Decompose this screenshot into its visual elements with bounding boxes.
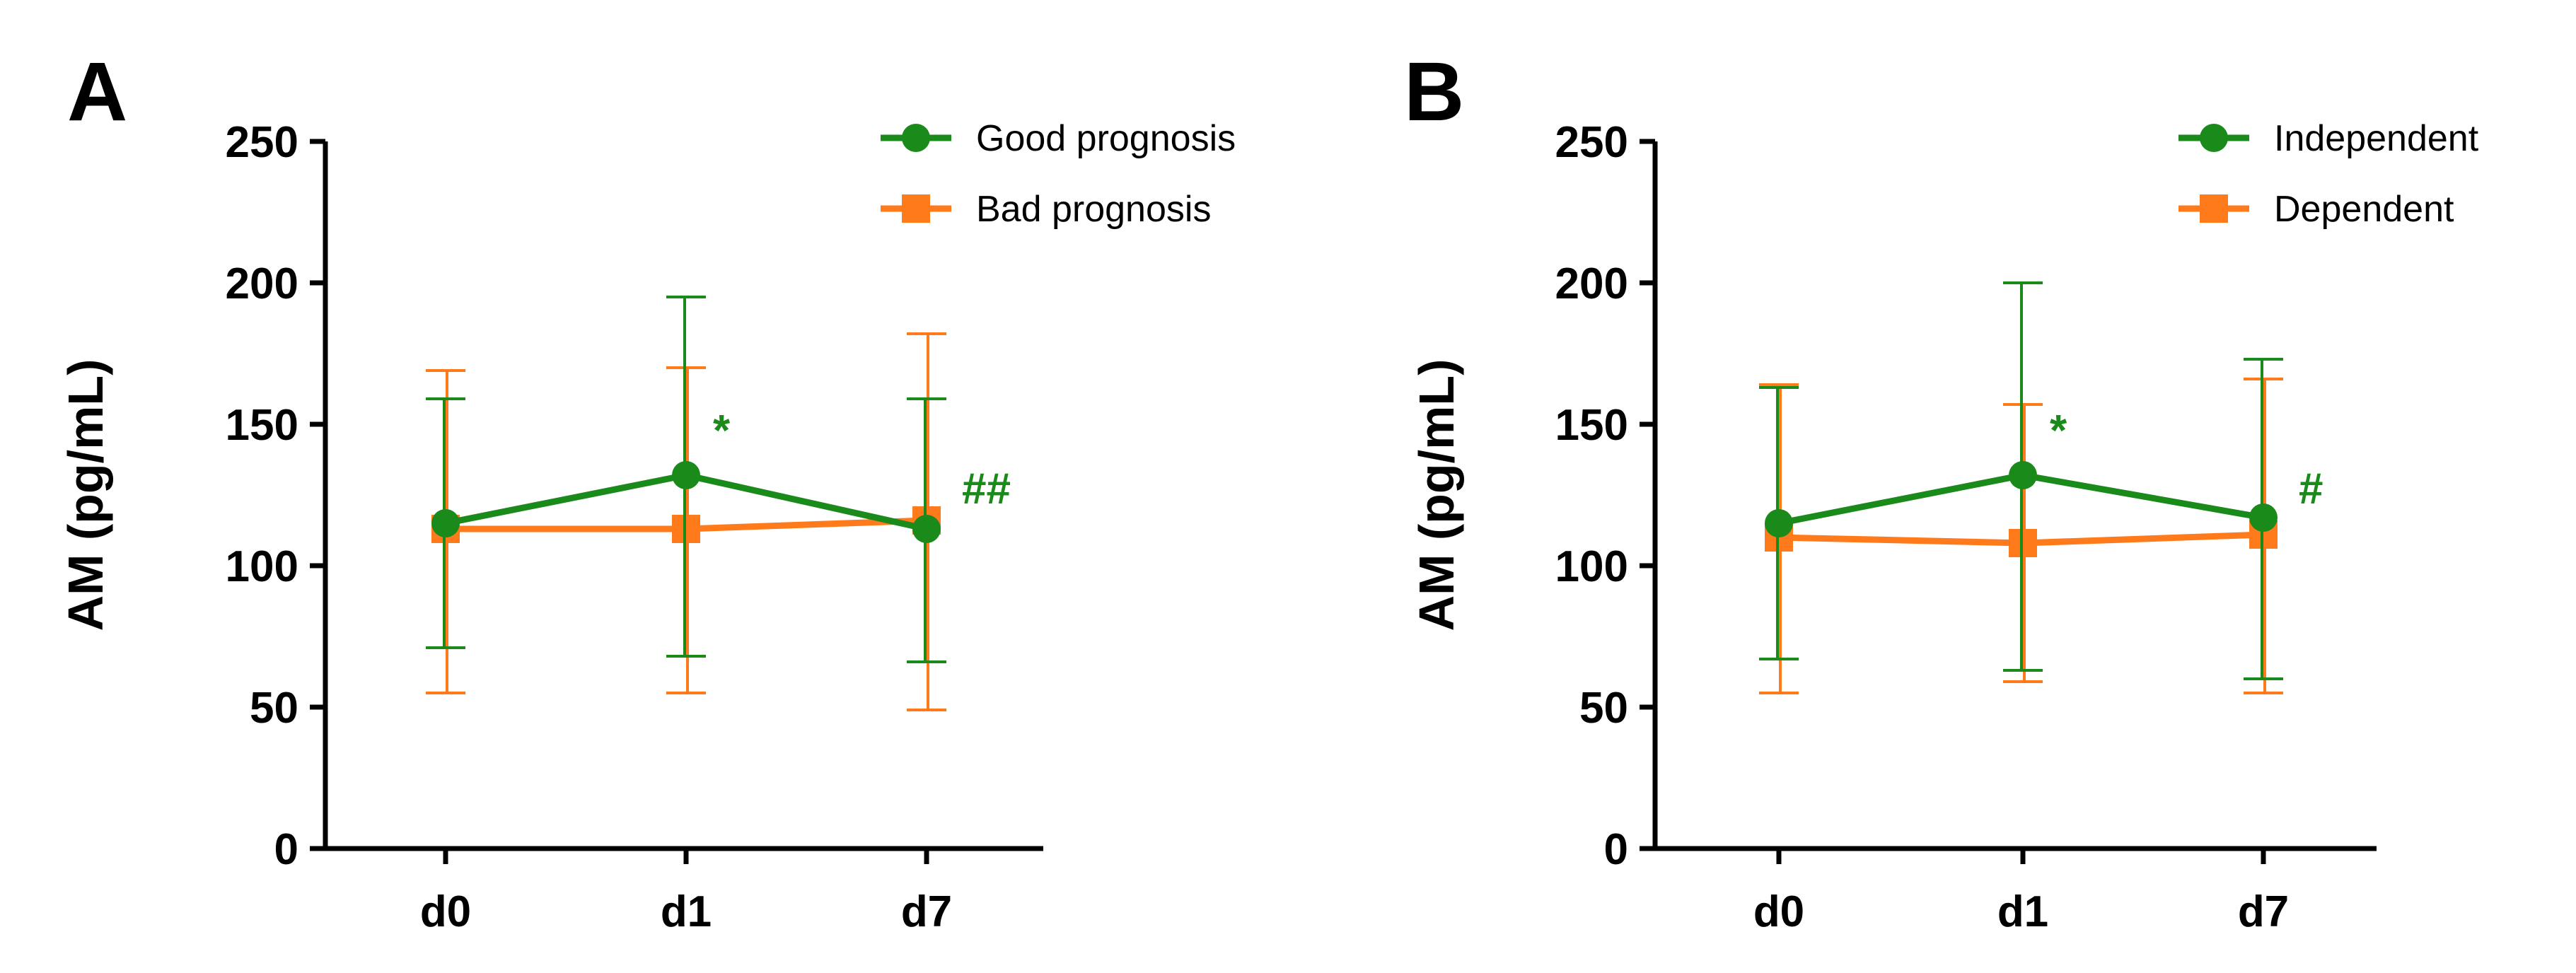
p1-s0-point-1 xyxy=(2009,461,2037,489)
p1-annotation-1: # xyxy=(2299,465,2323,513)
panel-a-y-axis-title: AM (pg/mL) xyxy=(58,359,113,631)
p0-legend-marker-1 xyxy=(902,194,930,223)
p1-x-tick-label-1: d1 xyxy=(1997,887,2048,936)
p0-y-tick-label-4: 200 xyxy=(226,260,298,308)
p0-s0-point-2 xyxy=(912,515,941,543)
p1-legend-label-1: Dependent xyxy=(2274,189,2454,230)
p0-y-tick-label-5: 250 xyxy=(226,118,298,167)
p0-x-tick-label-2: d7 xyxy=(901,887,952,936)
p0-y-tick-label-0: 0 xyxy=(274,825,298,874)
p0-legend-label-0: Good prognosis xyxy=(976,118,1236,159)
p1-y-tick-label-3: 150 xyxy=(1555,401,1628,450)
p1-legend-marker-0 xyxy=(2200,124,2228,152)
panel-a: A AM (pg/mL) 0 50 100 150 200 250 d0 d1 d7 * ## Goo… xyxy=(58,45,1236,936)
panel-b-y-axis-title: AM (pg/mL) xyxy=(1409,359,1464,631)
p0-annotation-0: * xyxy=(713,407,731,455)
p0-legend-label-1: Bad prognosis xyxy=(976,189,1211,230)
p1-y-tick-label-5: 250 xyxy=(1555,118,1628,167)
panel-b: B AM (pg/mL) 0 50 100 150 200 250 d0 d1 d7 * # Inde… xyxy=(1404,45,2479,936)
p0-annotation-1: ## xyxy=(962,465,1011,513)
p0-y-tick-label-2: 100 xyxy=(226,542,298,591)
p0-series-0 xyxy=(426,296,946,663)
panel-a-letter: A xyxy=(67,45,127,139)
p0-s0-point-0 xyxy=(431,509,460,537)
p1-legend-marker-1 xyxy=(2200,194,2228,223)
p1-x-tick-label-2: d7 xyxy=(2238,887,2289,936)
p0-x-tick-label-0: d0 xyxy=(420,887,471,936)
p1-x-tick-label-0: d0 xyxy=(1753,887,1804,936)
p1-y-tick-label-2: 100 xyxy=(1555,542,1628,591)
p0-s0-point-1 xyxy=(672,461,700,489)
p1-s0-point-0 xyxy=(1765,509,1793,537)
p1-annotation-0: * xyxy=(2050,407,2067,455)
p0-y-tick-label-1: 50 xyxy=(250,684,298,733)
p1-y-tick-label-4: 200 xyxy=(1555,260,1628,308)
p1-series-0 xyxy=(1759,281,2283,680)
p1-y-tick-label-1: 50 xyxy=(1579,684,1628,733)
p1-legend-label-0: Independent xyxy=(2274,118,2479,159)
p1-y-tick-label-0: 0 xyxy=(1604,825,1628,874)
panel-b-letter: B xyxy=(1404,45,1464,139)
p0-y-tick-label-3: 150 xyxy=(226,401,298,450)
p0-legend-marker-0 xyxy=(902,124,930,152)
p1-s0-point-2 xyxy=(2249,503,2278,532)
p0-x-tick-label-1: d1 xyxy=(661,887,712,936)
